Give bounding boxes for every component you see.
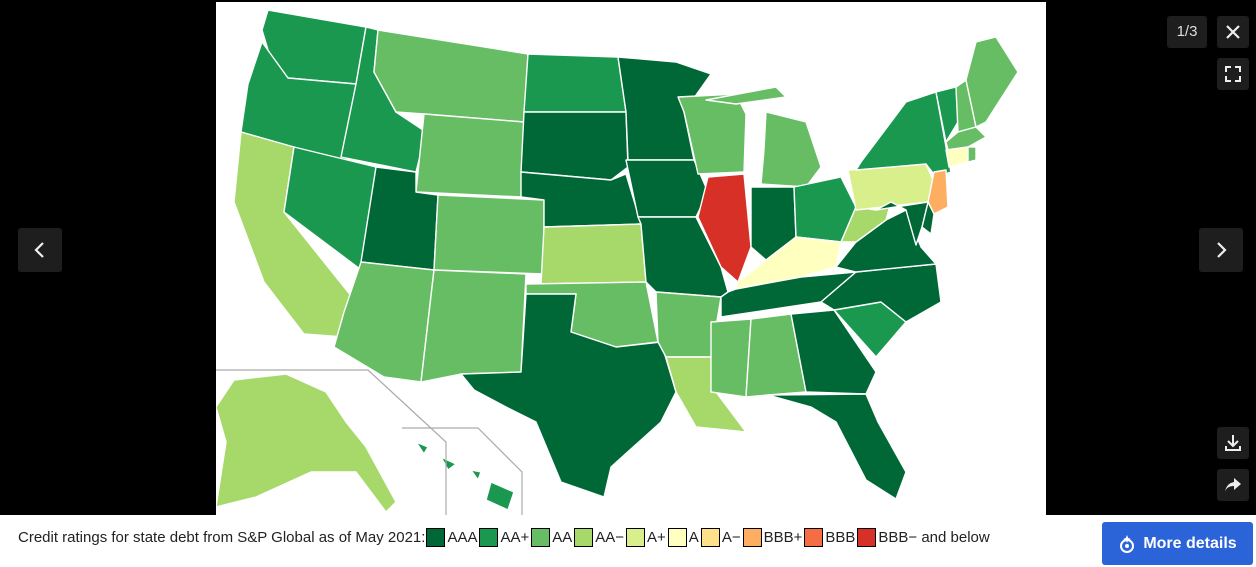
legend-item: AA+ (478, 527, 530, 547)
state-AZ (333, 261, 435, 383)
chevron-left-icon (34, 242, 44, 258)
legend-swatch (742, 527, 762, 547)
legend-swatch (626, 527, 646, 547)
state-NJ (927, 169, 949, 215)
next-image-button[interactable] (1199, 228, 1243, 272)
state-ME (965, 36, 1019, 128)
legend-label: AA+ (500, 528, 530, 546)
image-counter: 1/3 (1167, 16, 1207, 48)
chevron-right-icon (1217, 242, 1227, 258)
legend-label: BBB (825, 528, 856, 546)
state-IA (625, 159, 709, 218)
legend-label: A (688, 528, 699, 546)
share-button[interactable] (1217, 469, 1249, 501)
state-ND (523, 53, 627, 113)
download-icon (1225, 435, 1241, 451)
legend-item: AA− (573, 527, 625, 547)
legend-swatch (700, 527, 720, 547)
legend-item: BBB− and below (856, 527, 990, 547)
legend-label: AA (552, 528, 573, 546)
state-KS (540, 223, 647, 285)
state-HI (415, 441, 515, 511)
state-RI (967, 146, 977, 163)
legend-label: A+ (647, 528, 666, 546)
state-TX (460, 293, 677, 498)
state-NM (420, 269, 527, 383)
legend-swatch (531, 527, 551, 547)
inset-border-AK (216, 369, 447, 515)
legend-swatch (857, 527, 877, 547)
state-AK (216, 373, 397, 513)
state-AL (745, 313, 807, 398)
close-button[interactable] (1217, 16, 1249, 48)
state-NY (855, 91, 952, 178)
legend-item: A− (700, 527, 742, 547)
legend-swatch (426, 527, 446, 547)
caption-text: Credit ratings for state debt from S&P G… (18, 528, 426, 546)
legend-swatch (574, 527, 594, 547)
fullscreen-button[interactable] (1217, 58, 1249, 90)
legend-label: AAA (447, 528, 478, 546)
legend-swatch (667, 527, 687, 547)
state-CO (433, 194, 545, 275)
legend-item: BBB+ (742, 527, 804, 547)
fullscreen-icon (1225, 66, 1241, 82)
legend-item: A (667, 527, 700, 547)
state-MT (373, 29, 529, 123)
legend-swatch (479, 527, 499, 547)
legend-label: A− (721, 528, 741, 546)
legend-item: A+ (625, 527, 667, 547)
legend-label: BBB+ (763, 528, 803, 546)
us-credit-rating-map (216, 9, 1019, 515)
state-TN (720, 271, 857, 318)
state-GA (790, 309, 877, 395)
more-details-button[interactable]: More details (1102, 522, 1253, 565)
state-MS (710, 318, 752, 398)
share-icon (1225, 478, 1241, 492)
state-FL (767, 393, 907, 500)
legend-item: BBB (803, 527, 856, 547)
download-button[interactable] (1217, 427, 1249, 459)
state-WY (415, 113, 525, 198)
legend-label: AA− (595, 528, 625, 546)
legend-item: AA (530, 527, 573, 547)
state-SD (520, 111, 629, 181)
inset-border-HI (402, 427, 523, 515)
state-CT (945, 146, 969, 168)
previous-image-button[interactable] (18, 228, 62, 272)
legend-item: AAA (425, 527, 478, 547)
caption: Credit ratings for state debt from S&P G… (18, 524, 991, 550)
sparkle-icon (1120, 534, 1135, 553)
legend: AAA AA+ AA AA− A+ A A− BBB+ BBB BBB− and below (425, 527, 990, 547)
legend-label: BBB− and below (878, 528, 990, 546)
close-icon (1226, 25, 1240, 39)
map-image (216, 2, 1046, 515)
caption-bar: Credit ratings for state debt from S&P G… (0, 515, 1256, 567)
state-MD (875, 201, 929, 246)
legend-swatch (804, 527, 824, 547)
more-details-label: More details (1143, 534, 1237, 552)
